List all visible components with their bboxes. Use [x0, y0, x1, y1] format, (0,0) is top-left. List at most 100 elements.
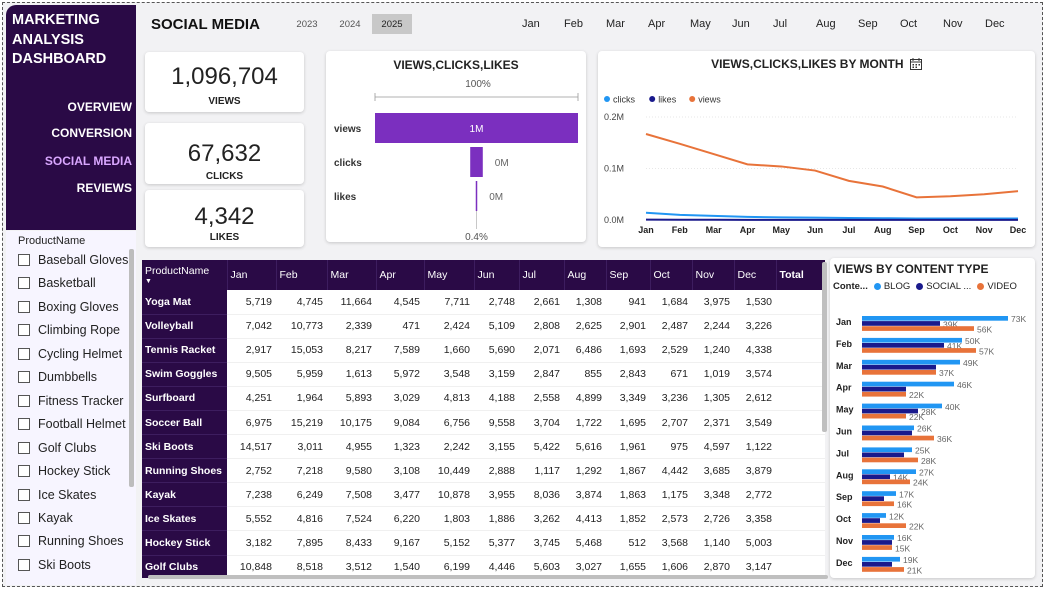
- table-row[interactable]: Kayak 7,238 6,249 7,508 3,477 10,878 3,955 8,03…: [142, 482, 825, 508]
- column-header-apr[interactable]: Apr: [376, 260, 425, 290]
- bar-blog-oct[interactable]: [862, 513, 886, 518]
- legend-clicks[interactable]: clicks: [613, 95, 635, 105]
- legend-blog[interactable]: BLOG: [883, 281, 911, 292]
- legend-social[interactable]: SOCIAL ...: [926, 281, 972, 292]
- month-button-mar[interactable]: Mar: [606, 18, 625, 30]
- checkbox[interactable]: [18, 465, 30, 478]
- bar-blog-aug[interactable]: [862, 469, 916, 474]
- column-header-sep[interactable]: Sep: [606, 260, 651, 290]
- month-button-jun[interactable]: Jun: [732, 18, 750, 30]
- bar-blog-may[interactable]: [862, 403, 942, 409]
- checkbox[interactable]: [18, 300, 30, 313]
- bar-blog-feb[interactable]: [862, 337, 962, 343]
- bar-blog-nov[interactable]: [862, 535, 894, 540]
- month-button-feb[interactable]: Feb: [564, 18, 583, 30]
- bar-social-apr[interactable]: [862, 386, 906, 392]
- month-button-dec[interactable]: Dec: [985, 18, 1005, 30]
- column-header-oct[interactable]: Oct: [650, 260, 693, 290]
- checkbox[interactable]: [18, 371, 30, 384]
- series-line-clicks[interactable]: [645, 211, 1018, 220]
- table-row[interactable]: Golf Clubs 10,848 8,518 3,512 1,540 6,199 4,44…: [142, 555, 825, 578]
- table-row[interactable]: Hockey Stick 3,182 7,895 8,433 9,167 5,152 5,3…: [142, 530, 825, 556]
- slicer-item[interactable]: Football Helmet: [18, 414, 126, 434]
- bar-video-feb[interactable]: [862, 348, 976, 353]
- nav-overview[interactable]: OVERVIEW: [67, 100, 132, 114]
- bar-social-mar[interactable]: [862, 364, 936, 370]
- month-button-aug[interactable]: Aug: [816, 18, 836, 30]
- slicer-item[interactable]: Kayak: [18, 508, 73, 528]
- checkbox[interactable]: [18, 511, 30, 524]
- slicer-scrollbar[interactable]: [129, 249, 134, 487]
- table-row[interactable]: Tennis Racket 2,917 15,053 8,217 7,589 1,660 5…: [142, 338, 825, 363]
- slicer-item[interactable]: Dumbbells: [18, 367, 97, 387]
- bar-blog-jul[interactable]: [862, 447, 912, 453]
- table-row[interactable]: Ski Boots 14,517 3,011 4,955 1,323 2,242 3,155…: [142, 434, 825, 460]
- table-row[interactable]: Ice Skates 5,552 4,816 7,524 6,220 1,803 1,886…: [142, 506, 825, 532]
- slicer-item[interactable]: Hockey Stick: [18, 461, 110, 481]
- slicer-item[interactable]: Ski Boots: [18, 555, 91, 575]
- checkbox[interactable]: [18, 254, 30, 266]
- bar-video-jul[interactable]: [862, 457, 918, 463]
- slicer-item[interactable]: Golf Clubs: [18, 438, 96, 458]
- table-row[interactable]: Yoga Mat 5,719 4,745 11,664 4,545 7,711 2,748 2…: [142, 290, 825, 315]
- column-header-dec[interactable]: Dec: [734, 260, 777, 290]
- bar-video-may[interactable]: [862, 413, 906, 419]
- month-button-sep[interactable]: Sep: [858, 18, 878, 30]
- bar-video-apr[interactable]: [862, 391, 906, 397]
- bar-social-dec[interactable]: [862, 562, 892, 567]
- slicer-item[interactable]: Climbing Rope: [18, 320, 120, 340]
- column-header-feb[interactable]: Feb: [276, 260, 328, 290]
- slicer-item[interactable]: Baseball Gloves: [18, 250, 128, 270]
- slicer-item[interactable]: Fitness Tracker: [18, 391, 123, 411]
- column-header-may[interactable]: May: [424, 260, 475, 290]
- column-header-productname[interactable]: ProductName ▼: [142, 260, 228, 290]
- bar-social-aug[interactable]: [862, 474, 890, 480]
- series-line-views[interactable]: [645, 133, 1019, 199]
- bar-blog-jun[interactable]: [862, 425, 914, 431]
- table-row[interactable]: Swim Goggles 9,505 5,959 1,613 5,972 3,548 3,1…: [142, 362, 825, 387]
- sort-arrow-icon[interactable]: ▼: [145, 278, 152, 285]
- slicer-item[interactable]: Basketball: [18, 273, 96, 293]
- bar-video-sep[interactable]: [862, 501, 894, 507]
- legend-views[interactable]: views: [698, 95, 721, 105]
- column-header-total[interactable]: Total: [776, 260, 825, 290]
- slicer-item[interactable]: Running Shoes: [18, 531, 123, 551]
- bar-blog-jan[interactable]: [862, 316, 1008, 321]
- month-button-apr[interactable]: Apr: [648, 18, 666, 30]
- table-vertical-scrollbar[interactable]: [822, 262, 827, 432]
- legend-likes[interactable]: likes: [658, 95, 677, 105]
- table-row[interactable]: Volleyball 7,042 10,773 2,339 471 2,424 5,109 2…: [142, 314, 825, 339]
- month-button-may[interactable]: May: [690, 18, 711, 30]
- month-button-oct[interactable]: Oct: [900, 18, 918, 30]
- bar-video-mar[interactable]: [862, 370, 936, 375]
- month-button-jan[interactable]: Jan: [522, 18, 540, 30]
- month-button-jul[interactable]: Jul: [773, 18, 788, 30]
- checkbox[interactable]: [18, 324, 30, 337]
- column-header-mar[interactable]: Mar: [327, 260, 377, 290]
- funnel-bar-views[interactable]: [375, 113, 578, 143]
- checkbox[interactable]: [18, 558, 30, 571]
- checkbox[interactable]: [18, 535, 30, 548]
- bar-blog-mar[interactable]: [862, 359, 960, 365]
- table-row[interactable]: Soccer Ball 6,975 15,219 10,175 9,084 6,756 9,…: [142, 410, 825, 436]
- bar-social-feb[interactable]: [862, 343, 944, 348]
- bar-social-nov[interactable]: [862, 540, 892, 545]
- slicer-item[interactable]: Ice Skates: [18, 485, 96, 505]
- bar-blog-sep[interactable]: [862, 491, 896, 496]
- bar-social-jan[interactable]: [862, 321, 940, 326]
- bar-blog-dec[interactable]: [862, 556, 900, 562]
- column-header-aug[interactable]: Aug: [564, 260, 607, 290]
- table-row[interactable]: Running Shoes 2,752 7,218 9,580 3,108 10,449 2…: [142, 458, 825, 484]
- checkbox[interactable]: [18, 394, 30, 407]
- slicer-item[interactable]: Cycling Helmet: [18, 344, 122, 364]
- checkbox[interactable]: [18, 488, 30, 501]
- table-row[interactable]: Surfboard 4,251 1,964 5,893 3,029 4,813 4,188 2…: [142, 386, 825, 411]
- bar-video-oct[interactable]: [862, 523, 906, 528]
- year-button-2023[interactable]: 2023: [296, 18, 318, 30]
- nav-conversion[interactable]: CONVERSION: [51, 126, 132, 140]
- checkbox[interactable]: [18, 347, 30, 360]
- bar-video-nov[interactable]: [862, 545, 892, 550]
- month-button-nov[interactable]: Nov: [943, 18, 963, 30]
- nav-social-media[interactable]: SOCIAL MEDIA: [44, 154, 132, 168]
- calendar-icon[interactable]: [909, 58, 922, 73]
